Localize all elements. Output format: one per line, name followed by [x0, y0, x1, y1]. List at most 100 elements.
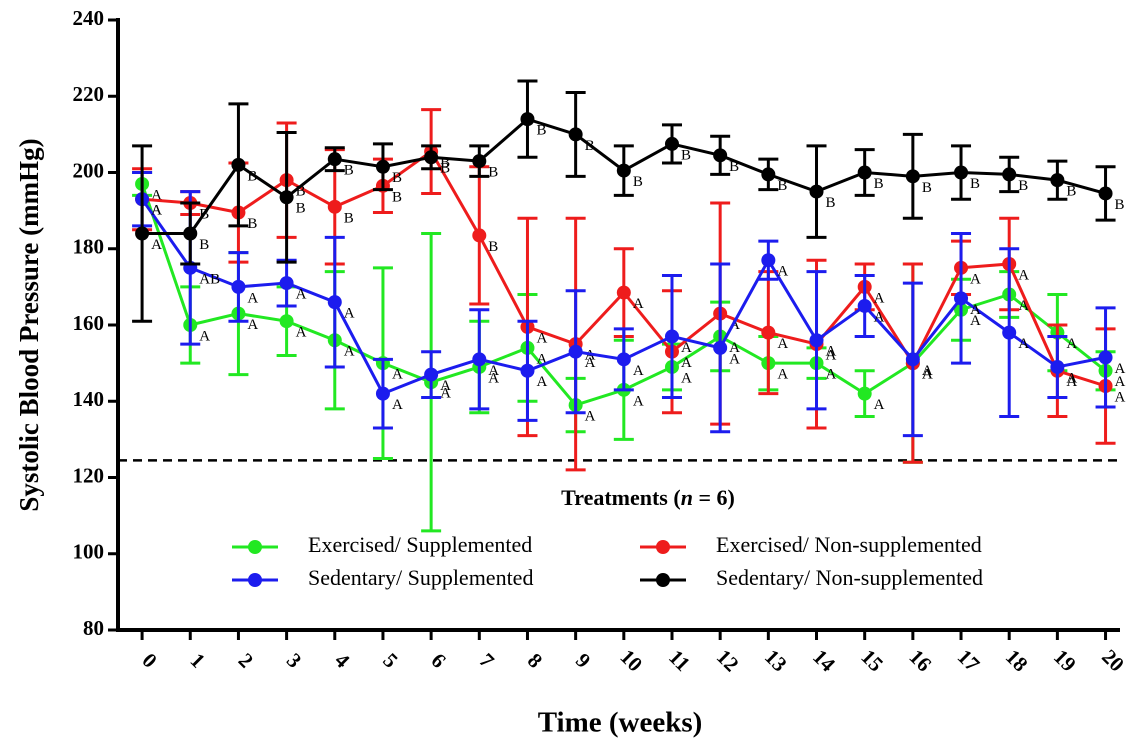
data-point [857, 165, 872, 180]
significance-letter: B [296, 201, 306, 217]
significance-letter: A [1018, 267, 1029, 283]
x-tick-label: 6 [426, 648, 450, 672]
significance-letter: B [392, 170, 402, 186]
significance-letter: A [681, 340, 692, 356]
significance-letter: A [922, 367, 933, 383]
significance-letter: A [633, 296, 644, 312]
legend-title-n: n [681, 485, 693, 510]
significance-letter: A [440, 378, 451, 394]
significance-letter: B [344, 210, 354, 226]
data-point [520, 112, 535, 127]
x-tick-label: 0 [137, 648, 161, 672]
legend-title: Treatments (n = 6) [561, 485, 735, 510]
x-tick-label: 16 [904, 645, 936, 677]
data-point [1050, 173, 1065, 188]
significance-letter: A [296, 325, 307, 341]
x-tick-label: 4 [330, 648, 355, 673]
significance-letter: A [922, 363, 933, 379]
significance-letter: B [777, 178, 787, 194]
data-point [279, 314, 294, 329]
x-axis-title: Time (weeks) [538, 707, 703, 739]
significance-letter: A [729, 317, 740, 333]
data-point [1002, 325, 1017, 340]
y-tick-label: 180 [73, 235, 105, 259]
y-tick-label: 120 [73, 463, 105, 487]
y-tick-label: 240 [73, 6, 105, 30]
data-point [135, 226, 150, 241]
x-tick-label: 7 [475, 648, 499, 672]
significance-letter: B [585, 138, 595, 154]
data-point [327, 199, 342, 214]
significance-letter: A [585, 355, 596, 371]
legend-marker [656, 540, 670, 554]
data-point [183, 226, 198, 241]
y-tick-label: 220 [73, 82, 105, 106]
data-point [616, 163, 631, 178]
significance-letter: A [826, 344, 837, 360]
data-point [424, 367, 439, 382]
x-tick-label: 13 [760, 645, 792, 677]
significance-letter: B [296, 184, 306, 200]
legend-label: Exercised/ Non-supplemented [716, 532, 982, 557]
data-point [616, 285, 631, 300]
significance-letter: A [585, 409, 596, 425]
significance-letter: A [777, 336, 788, 352]
significance-letter: A [344, 344, 355, 360]
significance-letter: A [247, 290, 258, 306]
significance-letter: A [874, 290, 885, 306]
data-point [761, 253, 776, 268]
data-point [809, 184, 824, 199]
data-point [713, 340, 728, 355]
significance-letter: B [874, 176, 884, 192]
y-tick-label: 200 [73, 158, 105, 182]
data-point [1098, 186, 1113, 201]
significance-letter: A [1115, 389, 1126, 405]
x-tick-label: 19 [1049, 645, 1081, 677]
significance-letter: A [1018, 336, 1029, 352]
significance-letter: A [151, 203, 162, 219]
x-tick-label: 11 [664, 645, 695, 676]
significance-letter: B [247, 168, 257, 184]
x-tick-label: 17 [953, 645, 985, 677]
significance-letter: B [729, 159, 739, 175]
x-tick-label: 1 [186, 648, 210, 672]
significance-letter: A [488, 370, 499, 386]
significance-letter: B [392, 189, 402, 205]
significance-letter: A [392, 397, 403, 413]
x-tick-label: 5 [378, 648, 402, 672]
significance-letter: A [199, 328, 210, 344]
data-point [327, 152, 342, 167]
significance-letter: A [1115, 374, 1126, 390]
significance-letter: AB [199, 271, 220, 287]
y-tick-label: 100 [73, 540, 105, 564]
data-point [279, 190, 294, 205]
data-point [375, 386, 390, 401]
significance-letter: A [344, 306, 355, 322]
significance-letter: A [536, 374, 547, 390]
data-point [231, 157, 246, 172]
significance-letter: A [151, 237, 162, 253]
significance-letter: B [536, 123, 546, 139]
significance-letter: B [826, 195, 836, 211]
x-tick-label: 10 [615, 645, 647, 677]
x-tick-label: 2 [234, 648, 258, 672]
significance-letter: A [536, 330, 547, 346]
significance-letter: A [777, 367, 788, 383]
significance-letter: A [633, 393, 644, 409]
significance-letter: B [970, 176, 980, 192]
y-axis-title: Systolic Blood Pressure (mmHg) [14, 138, 44, 511]
significance-letter: A [681, 355, 692, 371]
significance-letter: B [1115, 197, 1125, 213]
significance-letter: A [440, 386, 451, 402]
data-point [375, 159, 390, 174]
data-point [472, 352, 487, 367]
significance-letter: A [1115, 361, 1126, 377]
significance-letter: B [199, 237, 209, 253]
x-tick-label: 18 [1001, 645, 1033, 677]
significance-letter: A [970, 313, 981, 329]
significance-letter: A [874, 309, 885, 325]
data-point [761, 167, 776, 182]
data-point [857, 386, 872, 401]
significance-letter: A [922, 367, 933, 383]
